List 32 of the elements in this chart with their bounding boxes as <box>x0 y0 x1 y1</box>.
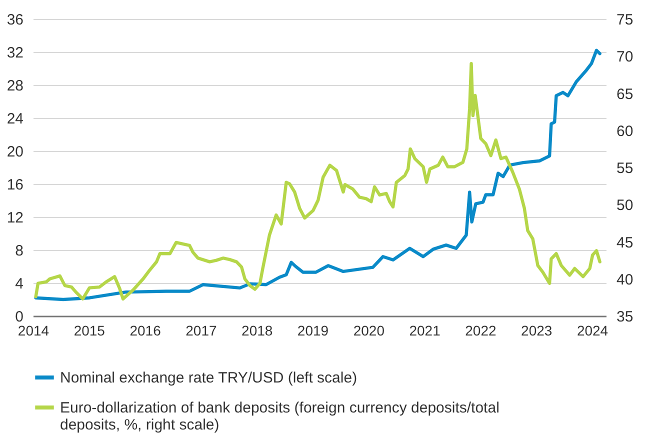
x-tick-label: 2017 <box>186 322 217 338</box>
y-tick-label: 28 <box>6 78 24 94</box>
y-tick-label: 16 <box>6 176 24 194</box>
y-tick-label: 32 <box>6 44 24 62</box>
y-tick-label: 36 <box>6 12 24 28</box>
y-tick-label: 20 <box>6 144 24 160</box>
x-tick-label: 2018 <box>242 322 273 338</box>
y2-tick-label: 60 <box>616 122 634 140</box>
x-tick-label: 2024 <box>576 322 608 338</box>
x-tick-label: 2020 <box>353 322 385 338</box>
legend-label: Euro-dollarization of bank deposits (foreign currency deposits/total deposits, %, right scale) <box>60 400 500 434</box>
y2-tick-label: 40 <box>616 271 634 288</box>
y-tick-label: 12 <box>6 210 24 226</box>
x-tick-label: 2022 <box>465 322 496 338</box>
x-tick-label: 2014 <box>18 322 50 338</box>
y-tick-label: 8 <box>15 242 24 260</box>
legend-label: Nominal exchange rate TRY/USD (left scale) <box>60 370 358 386</box>
y2-tick-label: 75 <box>616 12 634 28</box>
y2-tick-label: 55 <box>616 160 634 177</box>
x-tick-label: 2016 <box>130 322 162 338</box>
x-tick-label: 2019 <box>297 322 329 338</box>
y2-tick-label: 50 <box>616 197 634 214</box>
y2-tick-label: 70 <box>616 48 634 66</box>
x-tick-label: 2021 <box>409 322 441 338</box>
x-tick-label: 2015 <box>74 322 106 338</box>
y2-tick-label: 45 <box>616 234 634 252</box>
y-tick-label: 4 <box>15 276 24 292</box>
y2-tick-label: 65 <box>616 86 634 103</box>
y-tick-label: 0 <box>15 308 24 326</box>
y-tick-label: 24 <box>6 110 24 128</box>
x-tick-label: 2023 <box>521 322 552 338</box>
y2-tick-label: 35 <box>616 308 634 326</box>
